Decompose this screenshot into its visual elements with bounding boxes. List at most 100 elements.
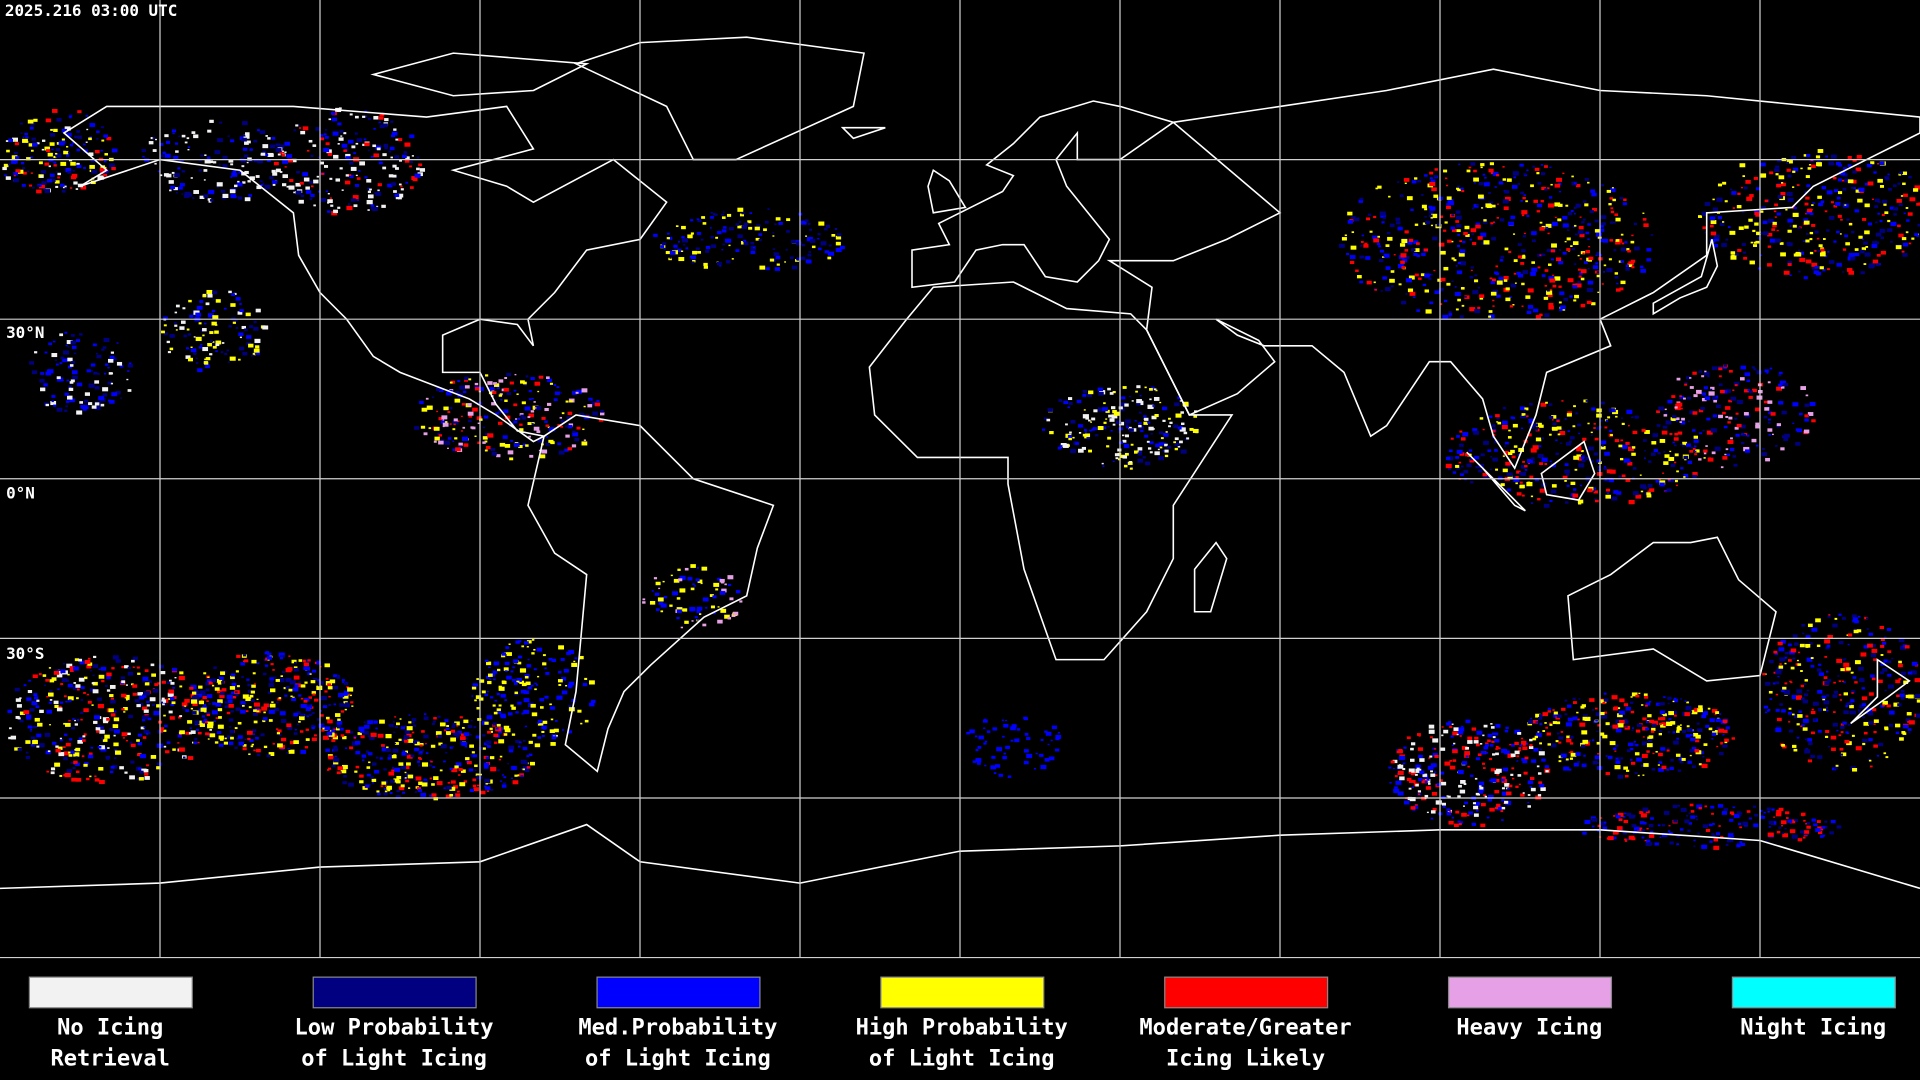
icing-speckle [1610,210,1615,214]
icing-speckle [32,674,38,678]
icing-speckle [1522,746,1528,750]
icing-speckle [1566,738,1572,743]
icing-speckle [90,746,94,749]
icing-speckle [428,764,432,767]
icing-speckle [1554,202,1561,207]
icing-speckle [1692,411,1698,415]
icing-speckle [1565,204,1569,207]
icing-speckle [345,702,349,705]
icing-speckle [1603,264,1607,267]
icing-speckle [1552,422,1557,426]
icing-speckle [1664,490,1668,492]
icing-speckle [215,343,220,347]
icing-speckle [224,705,229,708]
icing-speckle [228,741,234,745]
icing-speckle [501,680,507,685]
icing-speckle [1651,723,1657,727]
icing-speckle [15,715,20,719]
icing-speckle [1532,445,1539,450]
icing-speckle [1492,753,1496,756]
icing-speckle [445,794,452,799]
icing-speckle [1513,176,1517,179]
icing-speckle [404,771,407,774]
icing-speckle [1893,184,1897,187]
icing-speckle [1713,399,1717,403]
icing-speckle [1454,286,1457,288]
icing-speckle [1803,429,1810,434]
icing-speckle [73,752,80,757]
icing-speckle [327,199,333,204]
icing-speckle [293,712,299,717]
icing-speckle [336,725,341,729]
icing-speckle [778,221,783,225]
icing-speckle [224,701,229,704]
icing-speckle [524,641,529,645]
icing-speckle [1461,190,1465,193]
icing-speckle [1183,431,1188,435]
icing-speckle [1550,489,1557,494]
icing-speckle [1505,297,1511,302]
icing-speckle [412,177,418,182]
icing-speckle [681,225,686,230]
icing-speckle [1729,447,1735,452]
icing-speckle [986,730,991,733]
icing-speckle [1541,253,1546,257]
icing-speckle [1636,757,1642,762]
icing-speckle [485,374,489,377]
icing-speckle [1854,248,1859,251]
icing-speckle [1844,178,1850,183]
icing-speckle [677,568,681,571]
icing-speckle [331,739,336,742]
icing-speckle [83,691,86,694]
icing-speckle [314,698,319,702]
icing-speckle [6,149,10,153]
icing-speckle [1537,182,1542,185]
icing-speckle [567,425,573,429]
icing-speckle [1595,232,1602,237]
icing-speckle [1555,257,1562,262]
icing-speckle [216,678,223,683]
icing-speckle [89,123,96,127]
icing-speckle [207,342,212,347]
icing-speckle [342,736,347,740]
icing-speckle [703,262,708,266]
icing-speckle [1540,402,1547,407]
icing-speckle [230,163,234,166]
icing-speckle [335,713,341,717]
icing-speckle [191,699,198,704]
icing-speckle [205,688,210,692]
icing-speckle [1531,759,1537,763]
icing-speckle [1520,793,1525,797]
icing-speckle [1670,417,1676,421]
icing-speckle [996,747,1003,752]
icing-speckle [1424,174,1428,177]
icing-speckle [710,235,715,239]
icing-speckle [37,184,41,187]
icing-speckle [1745,180,1751,184]
icing-speckle [1611,695,1618,700]
icing-speckle [404,730,411,734]
icing-speckle [469,744,474,748]
icing-speckle [213,720,216,723]
icing-speckle [460,733,465,737]
icing-speckle [369,736,375,741]
icing-speckle [53,128,58,132]
icing-speckle [1544,269,1549,272]
icing-speckle [1778,374,1782,377]
icing-speckle [1147,421,1151,424]
icing-speckle [253,749,256,752]
icing-speckle [316,175,320,178]
icing-speckle [202,334,205,337]
icing-speckle [451,746,454,748]
icing-speckle [1761,452,1767,457]
icing-speckle [50,401,57,406]
icing-speckle [1549,289,1553,291]
icing-speckle [119,365,123,368]
icing-speckle [396,780,401,784]
icing-speckle [1579,233,1585,238]
icing-speckle [510,704,514,707]
icing-speckle [1489,162,1494,166]
icing-speckle [1499,218,1505,222]
icing-speckle [1490,456,1493,458]
icing-speckle [1541,274,1546,277]
